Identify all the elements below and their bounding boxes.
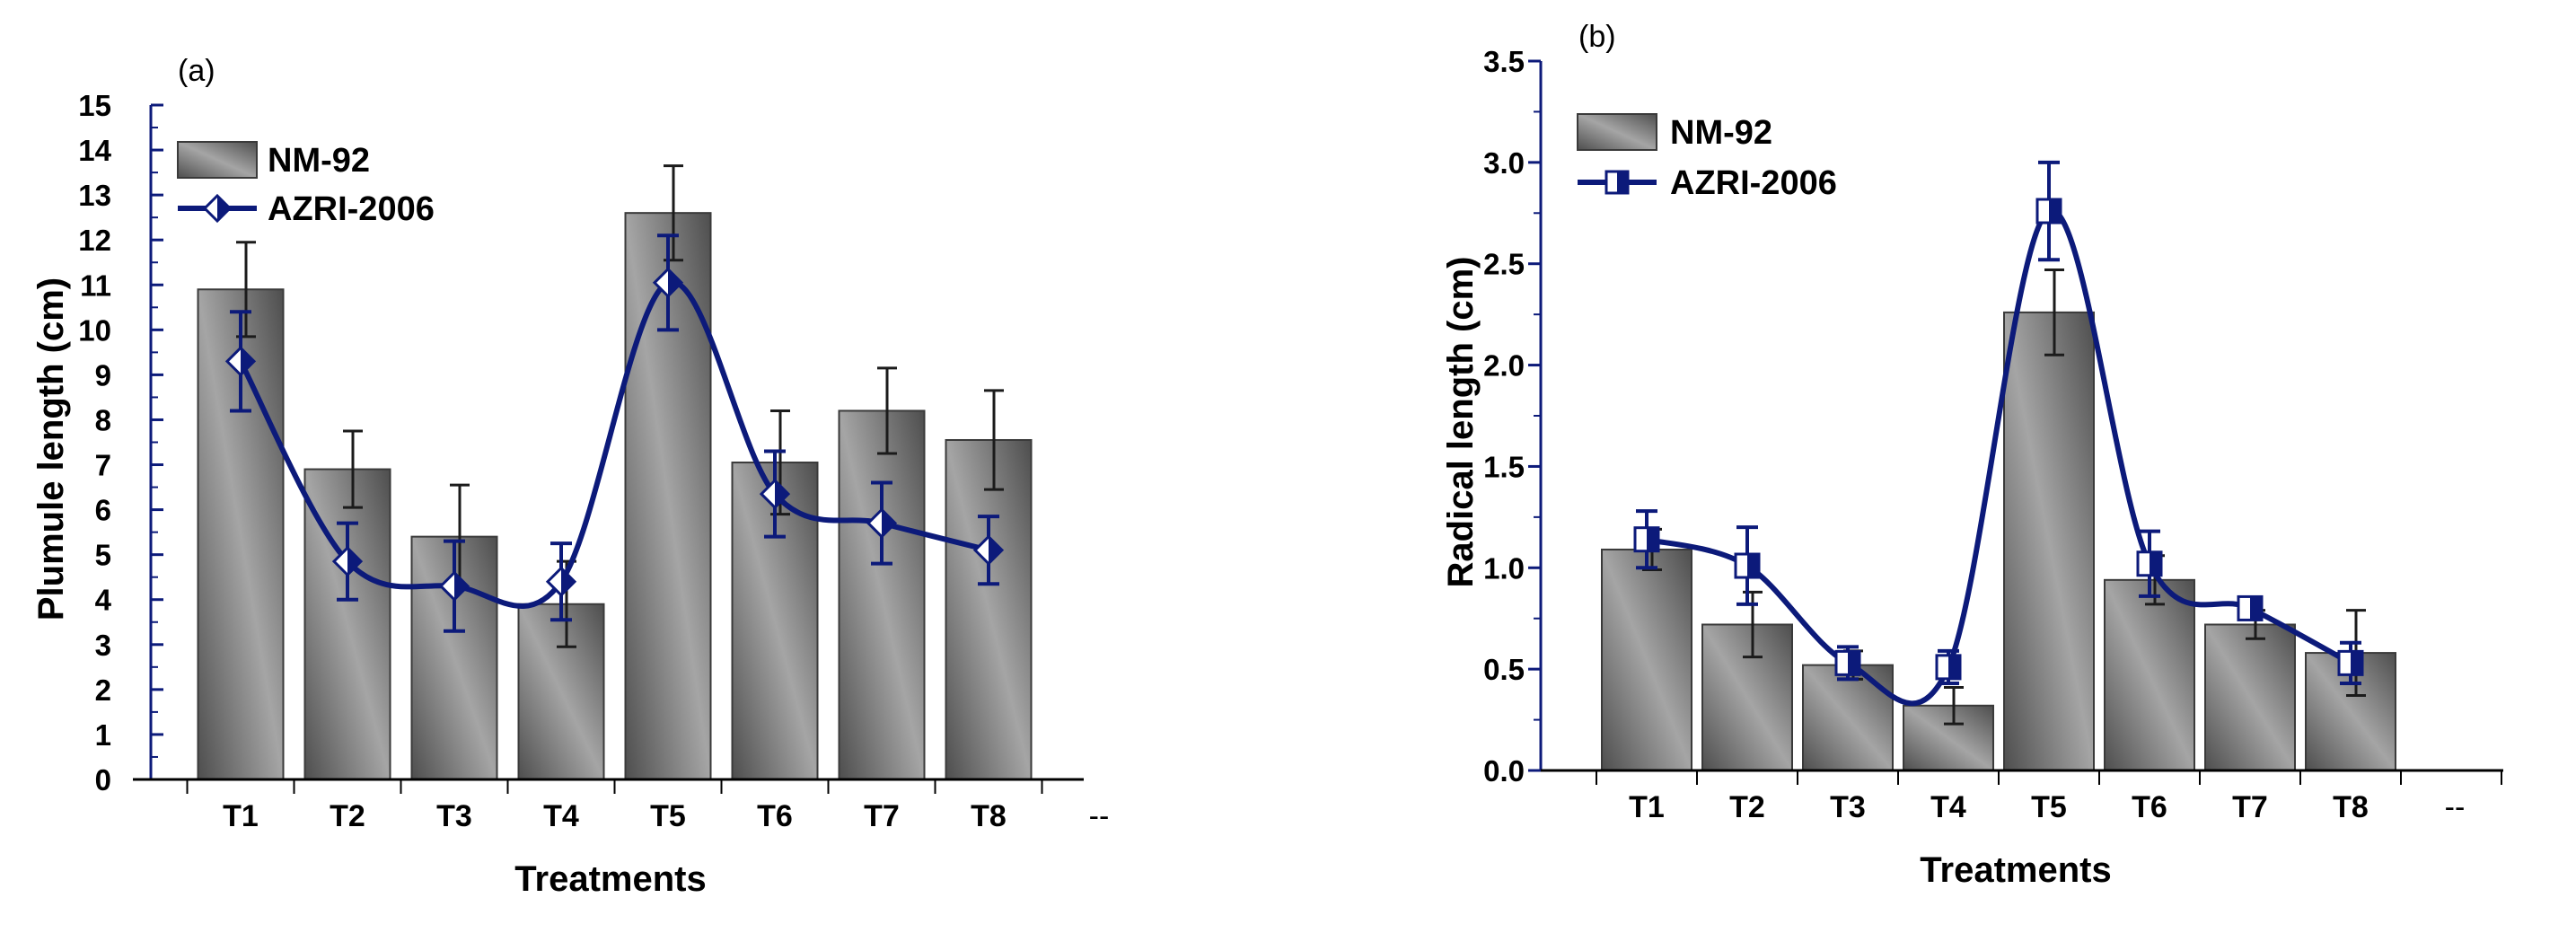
panel-a-y-tick-label: 4 bbox=[95, 584, 112, 617]
panel-b-point-fill-azri2006 bbox=[2250, 596, 2262, 621]
panel-a-point-fill-azri2006 bbox=[561, 568, 575, 595]
panel-b-point-fill-azri2006 bbox=[1848, 651, 1859, 675]
panel-a-x-tick-label: T3 bbox=[436, 799, 472, 833]
panel-b-bar-nm92 bbox=[1601, 548, 1692, 771]
panel-a-y-tick-label: 3 bbox=[95, 629, 111, 662]
panel-b-x-tick-label: T5 bbox=[2031, 790, 2067, 824]
panel-a-x-axis-title: Treatments bbox=[514, 859, 706, 899]
panel-a-y-tick-label: 0 bbox=[95, 763, 111, 797]
panel-b-y-tick-label: 1.5 bbox=[1483, 450, 1525, 483]
panel-a-bar-nm92 bbox=[945, 438, 1033, 780]
panel-a-point-fill-azri2006 bbox=[882, 509, 895, 537]
panel-a-x-tick-label: T2 bbox=[330, 799, 365, 833]
panel-b-series-line-azri2006 bbox=[1646, 207, 2352, 707]
panel-b-chart: (b) Radical length (cm) Treatments 0.0 0.… bbox=[1441, 20, 2503, 890]
panel-b-x-tick-label: T1 bbox=[1629, 790, 1665, 824]
panel-b-y-tick-label: 1.0 bbox=[1483, 551, 1525, 585]
panel-b-x-tick-label: T6 bbox=[2132, 790, 2167, 824]
panel-b-bar-nm92 bbox=[1701, 623, 1793, 771]
panel-a-x-tick-label: T8 bbox=[971, 799, 1007, 833]
panel-a-y-tick-label: 10 bbox=[78, 313, 111, 347]
panel-b-y-tick-label: 2.5 bbox=[1483, 248, 1525, 281]
panel-a-x-tick-label: T7 bbox=[864, 799, 900, 833]
panel-a-y-tick-label: 5 bbox=[95, 539, 111, 572]
panel-b-point-fill-azri2006 bbox=[1948, 655, 1960, 679]
panel-b-x-tick-label: T4 bbox=[1930, 790, 1966, 824]
panel-b-point-fill-azri2006 bbox=[2150, 551, 2161, 576]
panel-a-y-tick-label: 11 bbox=[80, 268, 111, 302]
panel-a-chart: (a) Plumule length (cm) Treatments 01234… bbox=[31, 54, 1109, 899]
panel-b-legend-nm92: NM-92 bbox=[1670, 114, 1772, 152]
panel-b-legend-azri2006: AZRI-2006 bbox=[1670, 164, 1837, 202]
panel-a-bar-nm92 bbox=[838, 409, 926, 780]
panel-b-point-fill-azri2006 bbox=[2351, 651, 2362, 675]
panel-a-x-tick-label: T6 bbox=[757, 799, 793, 833]
panel-b-point-fill-azri2006 bbox=[2049, 199, 2061, 224]
panel-b-point-fill-azri2006 bbox=[1647, 527, 1658, 551]
panel-b-legend-square-fill bbox=[1617, 172, 1628, 193]
panel-a-legend-bar-swatch bbox=[177, 141, 258, 179]
panel-a-y-tick-label: 9 bbox=[95, 358, 111, 392]
panel-b-bar-nm92 bbox=[2204, 623, 2296, 771]
panel-a-x-tick-label: T4 bbox=[543, 799, 579, 833]
panel-b-y-tick-label: 0.5 bbox=[1483, 653, 1525, 686]
panel-a-point-fill-azri2006 bbox=[775, 480, 788, 508]
panel-a-point-fill-azri2006 bbox=[241, 348, 254, 375]
panel-b-y-tick-label: 3.0 bbox=[1483, 146, 1525, 180]
panel-b-y-tick-label: 2.0 bbox=[1483, 349, 1525, 383]
panel-b-x-tick-label: T7 bbox=[2232, 790, 2268, 824]
panel-b-x-tick-label: T2 bbox=[1729, 790, 1765, 824]
panel-a-x-tick-label: T1 bbox=[223, 799, 259, 833]
panel-b-y-tick-label: 0.0 bbox=[1483, 754, 1525, 788]
panel-b-x-extra-tick-label: -- bbox=[2445, 790, 2466, 824]
panel-b-y-axis-title: Radical length (cm) bbox=[1441, 257, 1481, 588]
panel-a-y-axis-title: Plumule length (cm) bbox=[31, 277, 71, 621]
panel-a-label: (a) bbox=[178, 54, 215, 88]
panel-b-point-fill-azri2006 bbox=[1747, 554, 1759, 578]
panel-a-y-tick-label: 14 bbox=[78, 134, 111, 167]
panel-b-x-tick-label: T3 bbox=[1830, 790, 1866, 824]
panel-a-y-tick-label: 15 bbox=[78, 89, 111, 122]
panel-a-y-tick-label: 12 bbox=[78, 224, 111, 257]
panel-a-legend-azri2006: AZRI-2006 bbox=[268, 190, 435, 228]
panel-a-x-tick-label: T5 bbox=[650, 799, 686, 833]
panel-a-point-fill-azri2006 bbox=[668, 268, 681, 296]
panel-a-y-tick-label: 8 bbox=[95, 403, 111, 436]
panel-a-point-fill-azri2006 bbox=[347, 548, 361, 576]
panel-a-y-tick-label: 13 bbox=[78, 179, 111, 212]
panel-b-legend-bar-swatch bbox=[1577, 113, 1657, 151]
panel-b-bar-nm92 bbox=[1903, 704, 1994, 771]
panel-a-legend-nm92: NM-92 bbox=[268, 142, 370, 180]
panel-a-y-tick-label: 7 bbox=[95, 449, 111, 482]
panel-a-x-extra-tick-label: -- bbox=[1089, 799, 1110, 833]
panel-a-bar-nm92 bbox=[517, 603, 605, 780]
panel-b-y-tick-label: 3.5 bbox=[1483, 45, 1525, 78]
panel-a-y-tick-label: 1 bbox=[95, 718, 111, 752]
panel-b-label: (b) bbox=[1578, 20, 1616, 54]
panel-a-y-tick-label: 6 bbox=[95, 494, 111, 527]
panel-b-bar-nm92 bbox=[2104, 578, 2195, 771]
panel-b-bar-nm92 bbox=[2003, 311, 2095, 771]
panel-b-x-tick-label: T8 bbox=[2333, 790, 2369, 824]
panel-a-point-fill-azri2006 bbox=[989, 536, 1002, 564]
panel-a-point-fill-azri2006 bbox=[454, 572, 468, 600]
panel-a-legend-diamond-fill bbox=[217, 196, 230, 221]
panel-b-x-axis-title: Treatments bbox=[1920, 850, 2111, 890]
panel-a-y-tick-label: 2 bbox=[95, 673, 111, 707]
